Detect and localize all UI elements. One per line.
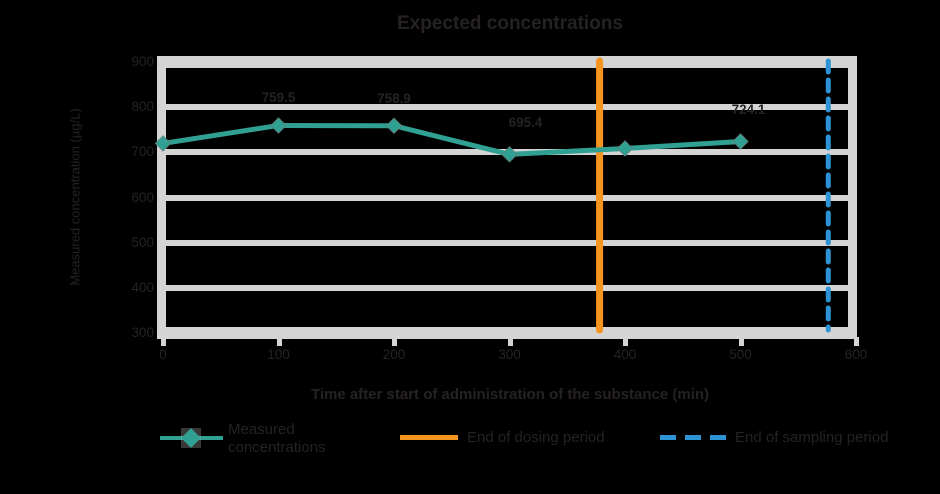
y-axis-line: [157, 56, 166, 337]
y-tick-label: 400: [131, 279, 154, 295]
x-tick-mark: [507, 337, 513, 346]
x-tick-label: 200: [382, 347, 406, 362]
data-point-label: 724.1: [731, 102, 766, 118]
gridline-horizontal: [157, 104, 857, 111]
right-frame-line: [848, 56, 857, 337]
x-tick-label: 600: [844, 347, 868, 362]
x-tick-mark: [392, 337, 397, 346]
x-tick-mark: [738, 337, 744, 346]
diamond-marker-icon: [501, 145, 518, 163]
diamond-marker-icon: [732, 132, 749, 150]
x-tick-mark: [276, 337, 282, 346]
series-line: [160, 122, 743, 157]
gridline-horizontal: [157, 284, 857, 291]
chart-title: Expected concentrations: [397, 13, 623, 34]
diamond-marker-icon: [616, 139, 634, 157]
gridline-horizontal: [157, 327, 857, 339]
y-tick-label: 900: [131, 54, 154, 69]
x-tick-label: 100: [267, 347, 290, 362]
x-tick-mark: [854, 337, 859, 346]
x-tick-label: 300: [498, 347, 521, 362]
gridline-horizontal: [157, 194, 857, 201]
y-tick-label: 300: [131, 325, 154, 340]
x-tick-label: 400: [613, 347, 637, 362]
y-tick-label: 500: [131, 234, 154, 250]
y-tick-label: 800: [131, 99, 154, 115]
y-tick-label: 600: [131, 189, 154, 205]
x-axis-title: Time after start of administration of th…: [310, 386, 710, 403]
y-tick-label: 700: [131, 144, 154, 160]
diamond-marker-icon: [270, 116, 287, 134]
data-point-label: 695.4: [508, 115, 543, 131]
x-tick-label: 0: [159, 347, 167, 362]
gridline-horizontal: [157, 56, 857, 68]
diamond-marker-icon: [385, 117, 403, 135]
data-point-label: 759.5: [261, 90, 296, 106]
gridline-horizontal: [157, 239, 857, 246]
x-tick-label: 500: [729, 347, 752, 362]
data-point-label: 758.9: [377, 90, 411, 106]
diamond-marker-icon: [154, 134, 172, 152]
x-tick-mark: [161, 337, 166, 346]
x-tick-mark: [623, 337, 628, 346]
